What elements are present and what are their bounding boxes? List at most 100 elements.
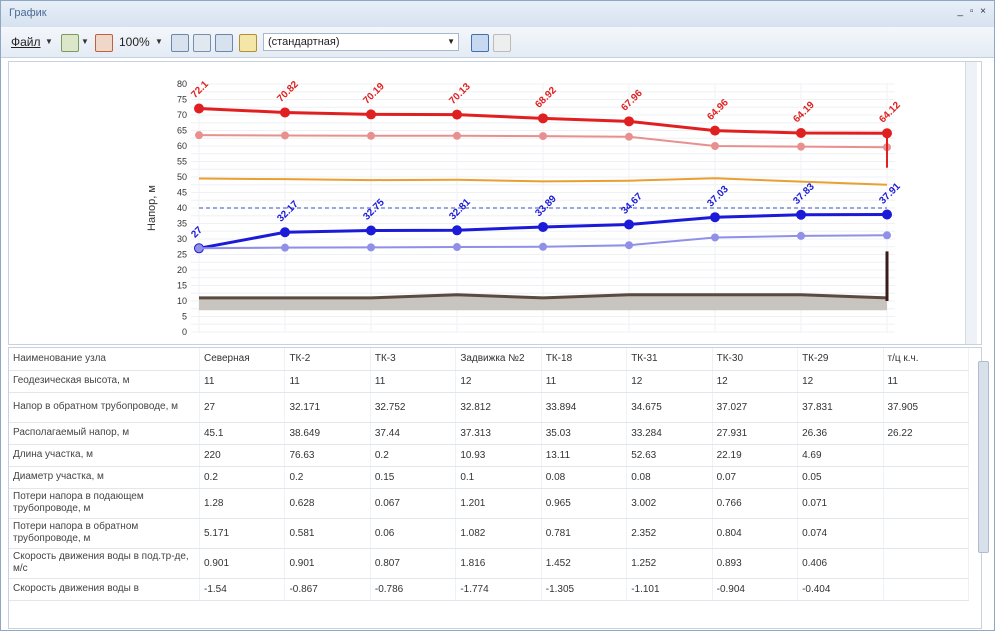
table-cell: 0.2 [370, 444, 457, 467]
row-header: Наименование узла [9, 348, 200, 371]
data-point [367, 131, 375, 140]
row-header: Располагаемый напор, м [9, 422, 200, 445]
table-cell: 2.352 [626, 518, 713, 549]
y-tick-label: 15 [177, 281, 187, 291]
table-cell: 11 [370, 370, 457, 393]
table-cell: 11 [883, 370, 969, 393]
data-point [539, 132, 547, 141]
table-cell: 76.63 [284, 444, 371, 467]
chart-scrollbar[interactable] [965, 62, 977, 344]
data-point [281, 131, 289, 140]
data-point [453, 243, 461, 252]
table-row: Располагаемый напор, м 45.1 38.649 37.44 37.… [9, 422, 969, 445]
zoom-value[interactable]: 100% [119, 35, 150, 49]
table-cell: 37.027 [712, 392, 799, 423]
data-point [625, 132, 633, 141]
table-cell [883, 578, 969, 601]
y-tick-label: 60 [177, 141, 187, 151]
table-scrollbar-thumb[interactable] [978, 361, 989, 553]
table-cell: 10.93 [455, 444, 542, 467]
table-cell: ТК-18 [541, 348, 628, 371]
series-line [199, 293, 888, 300]
table-cell: 1.452 [541, 548, 628, 579]
row-header: Потери напора в подающем трубопроводе, м [9, 488, 200, 519]
data-point [538, 113, 548, 124]
table-cell: 32.812 [455, 392, 542, 423]
y-tick-label: 75 [177, 95, 187, 105]
row-header: Скорость движения воды в под.тр-де, м/с [9, 548, 200, 579]
table-cell: 22.19 [712, 444, 799, 467]
y-axis-label: Напор, м [146, 185, 158, 231]
file-menu[interactable]: Файл [11, 35, 41, 49]
data-point [453, 131, 461, 140]
table-row: Напор в обратном трубопроводе, м 27 32.171… [9, 392, 969, 423]
data-point [883, 231, 891, 240]
head-profile-chart: 0 5 10 15 20 25 30 35 40 45 50 55 60 65 70 75 80 Напор, м… [146, 79, 903, 337]
data-point [710, 125, 720, 136]
chart-area: 0 5 10 15 20 25 30 35 40 45 50 55 60 65 70 75 80 Напор, м… [8, 61, 982, 345]
table-cell: 0.067 [370, 488, 457, 519]
data-label: 64.19 [791, 99, 817, 125]
window-controls[interactable]: _ ▫ × [957, 6, 988, 17]
print-preview-icon[interactable] [193, 34, 211, 52]
data-label: 70.19 [361, 81, 387, 107]
table-cell: Северная [199, 348, 286, 371]
file-dropdown-arrow-icon[interactable]: ▼ [45, 37, 53, 46]
table-cell: 0.08 [626, 466, 713, 489]
save-icon[interactable] [471, 34, 489, 52]
y-tick-label: 10 [177, 296, 187, 306]
table-cell: 0.06 [370, 518, 457, 549]
export-dropdown-arrow-icon[interactable]: ▼ [81, 37, 89, 46]
y-tick-label: 25 [177, 250, 187, 260]
data-table: Наименование узла Северная ТК-2 ТК-3 Задвижк… [9, 348, 969, 601]
table-cell: Задвижка №2 [455, 348, 542, 371]
table-cell: ТК-30 [712, 348, 799, 371]
table-cell: ТК-3 [370, 348, 457, 371]
data-point [195, 244, 203, 253]
data-point [796, 209, 806, 220]
y-tick-label: 50 [177, 172, 187, 182]
table-row: Скорость движения воды в -1.54 -0.867 -0.78… [9, 578, 969, 601]
scheme-select[interactable]: (стандартная) ▼ [263, 33, 459, 51]
row-header: Геодезическая высота, м [9, 370, 200, 393]
table-row: Диаметр участка, м 0.2 0.2 0.15 0.1 0.08 0.08 0… [9, 466, 969, 489]
table-cell: 0.07 [712, 466, 799, 489]
data-point [195, 131, 203, 140]
y-tick-label: 70 [177, 110, 187, 120]
table-cell: 52.63 [626, 444, 713, 467]
table-cell: 0.05 [797, 466, 884, 489]
table-cell: 1.201 [455, 488, 542, 519]
table-row: Потери напора в подающем трубопроводе, м… [9, 488, 969, 519]
data-point [796, 128, 806, 139]
table-cell: 12 [455, 370, 542, 393]
table-cell: 0.965 [541, 488, 628, 519]
zoom-dropdown-arrow-icon[interactable]: ▼ [155, 37, 163, 46]
refresh-icon[interactable] [95, 34, 113, 52]
data-point [624, 116, 634, 127]
table-cell: 0.071 [797, 488, 884, 519]
table-cell: 35.03 [541, 422, 628, 445]
chart-style-icon[interactable] [239, 34, 257, 52]
y-tick-label: 5 [182, 312, 187, 322]
toolbar: Файл ▼ ▼ 100% ▼ (стандартная) ▼ [1, 27, 994, 58]
table-cell: 12 [712, 370, 799, 393]
data-point [797, 142, 805, 151]
export-icon[interactable] [61, 34, 79, 52]
table-row: Потери напора в обратном трубопроводе, м… [9, 518, 969, 549]
table-row: Наименование узла Северная ТК-2 ТК-3 Задвижк… [9, 348, 969, 371]
data-point [710, 212, 720, 223]
page-setup-icon[interactable] [215, 34, 233, 52]
data-point [711, 233, 719, 242]
table-cell: 0.807 [370, 548, 457, 579]
table-cell: 37.44 [370, 422, 457, 445]
data-label: 70.13 [447, 81, 473, 107]
data-point [280, 107, 290, 118]
data-label: 32.17 [275, 199, 301, 225]
data-point [797, 231, 805, 240]
print-icon[interactable] [171, 34, 189, 52]
table-cell: 27 [199, 392, 286, 423]
table-cell: -1.774 [455, 578, 542, 601]
data-point [366, 109, 376, 120]
table-cell: 26.36 [797, 422, 884, 445]
table-row: Длина участка, м 220 76.63 0.2 10.93 13.11 52.… [9, 444, 969, 467]
